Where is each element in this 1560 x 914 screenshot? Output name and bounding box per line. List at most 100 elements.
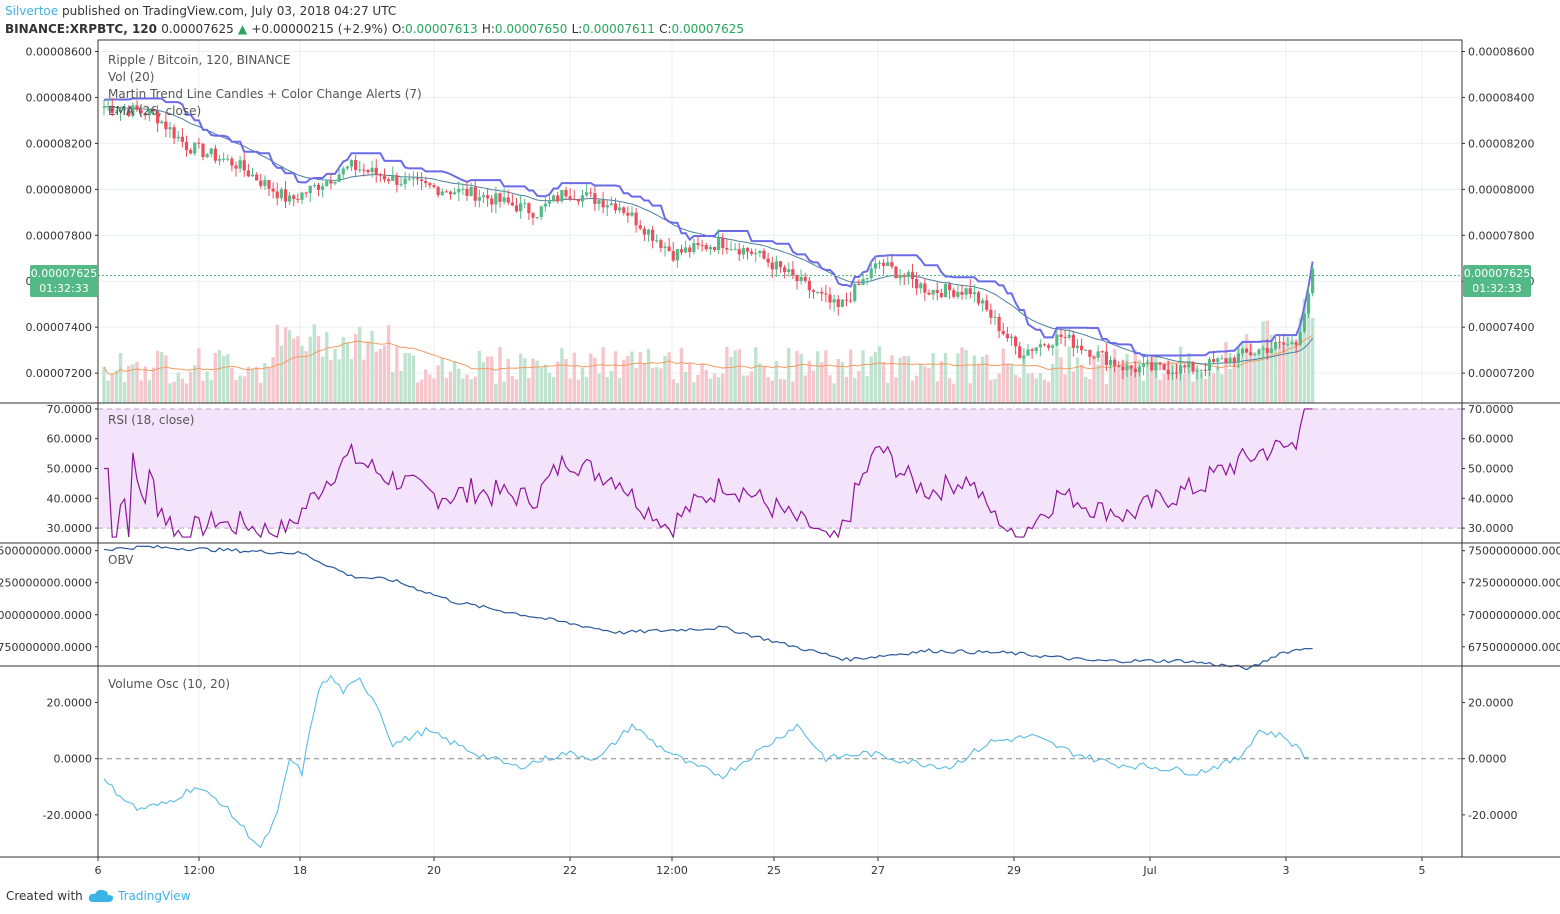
volume-bar bbox=[221, 355, 226, 403]
volume-bar bbox=[213, 352, 218, 403]
volume-bar bbox=[535, 360, 539, 403]
y-tick-right: 7250000000.0000 bbox=[1468, 577, 1560, 590]
volume-bar bbox=[164, 355, 168, 403]
y-tick-right: 0.00007800 bbox=[1468, 229, 1534, 242]
x-tick-label: 12:00 bbox=[656, 864, 688, 877]
volume-bar bbox=[1112, 348, 1117, 403]
candle-body bbox=[799, 276, 803, 282]
candle-body bbox=[770, 262, 774, 270]
volume-bar bbox=[1302, 298, 1307, 403]
candle-body bbox=[1009, 336, 1014, 339]
candle-body bbox=[816, 291, 820, 293]
candle-body bbox=[370, 167, 374, 173]
volume-bar bbox=[1290, 340, 1294, 403]
rsi-band-lines bbox=[98, 408, 1462, 529]
volume-bar bbox=[989, 379, 993, 403]
volume-bar bbox=[539, 367, 543, 403]
candle-body bbox=[1278, 342, 1282, 344]
candle-body bbox=[679, 249, 684, 253]
volume-bar bbox=[646, 348, 651, 403]
volume-bar bbox=[337, 359, 341, 403]
volume-bar bbox=[1092, 354, 1096, 403]
candle-body bbox=[634, 212, 638, 226]
candle-body bbox=[205, 154, 209, 158]
trend-line bbox=[103, 97, 1314, 358]
volume-bar bbox=[457, 368, 461, 403]
candle-body bbox=[288, 195, 292, 202]
candle-body bbox=[684, 247, 688, 253]
x-tick-label: 20 bbox=[427, 864, 441, 877]
volume-bar bbox=[1063, 374, 1067, 403]
volume-bar bbox=[737, 349, 741, 403]
volume-bar bbox=[688, 363, 692, 403]
last-price-tag-right: 0.00007625 01:32:33 bbox=[1463, 265, 1531, 297]
candle-body bbox=[279, 189, 283, 199]
candle-body bbox=[514, 205, 519, 212]
volume-bar bbox=[609, 370, 614, 403]
candle-body bbox=[857, 283, 861, 286]
candle-body bbox=[964, 288, 968, 295]
candle-body bbox=[250, 174, 255, 177]
author-link[interactable]: Silvertoe bbox=[5, 4, 59, 18]
volume-bar bbox=[1162, 373, 1166, 403]
candle-body bbox=[1290, 342, 1294, 345]
candle-body bbox=[102, 106, 106, 108]
volume-bar bbox=[964, 349, 968, 403]
candle-body bbox=[1191, 362, 1195, 372]
candle-body bbox=[230, 158, 234, 166]
volume-bar bbox=[135, 361, 139, 403]
chart-canvas[interactable]: 0.00008600 0.00008600 0.00008400 0.00008400… bbox=[0, 0, 1560, 884]
volume-bar bbox=[704, 369, 708, 403]
volume-bar bbox=[547, 372, 552, 403]
candle-body bbox=[1075, 345, 1080, 348]
volume-bar bbox=[725, 346, 729, 403]
volume-bar bbox=[1046, 381, 1051, 403]
candle-body bbox=[1273, 342, 1278, 349]
published-text: published on TradingView.com, July 03, 2… bbox=[61, 4, 397, 18]
volume-bar bbox=[1026, 373, 1030, 403]
candle-body bbox=[1088, 349, 1092, 357]
volume-bar bbox=[972, 355, 977, 403]
candle-body bbox=[877, 262, 882, 264]
candle-body bbox=[1001, 331, 1005, 334]
candle-body bbox=[275, 191, 279, 199]
x-tick-label: 3 bbox=[1283, 864, 1290, 877]
candle-body bbox=[956, 291, 960, 297]
volume-bar bbox=[976, 364, 981, 403]
volume-bar bbox=[1166, 360, 1170, 403]
tradingview-brand-link[interactable]: TradingView bbox=[118, 889, 191, 903]
candle-body bbox=[910, 272, 915, 280]
candle-body bbox=[651, 229, 655, 241]
last-price-tag-left: 0.00007625 01:32:33 bbox=[30, 265, 98, 297]
volume-bar bbox=[1220, 374, 1224, 403]
volume-bar bbox=[267, 367, 271, 403]
y-tick-left: 0.00008200 bbox=[26, 137, 92, 150]
volume-bar bbox=[1207, 371, 1212, 403]
candle-body bbox=[791, 269, 795, 276]
volume-osc-pane-title: Volume Osc (10, 20) bbox=[108, 677, 230, 691]
candle-body bbox=[523, 203, 527, 205]
candle-body bbox=[1018, 346, 1022, 359]
volume-bar bbox=[188, 371, 193, 403]
y-tick-left: 70.0000 bbox=[47, 403, 93, 416]
candle-body bbox=[1100, 351, 1104, 353]
pane-frames bbox=[0, 39, 1560, 858]
candle-body bbox=[589, 192, 593, 194]
candle-body bbox=[131, 105, 135, 116]
candle-body bbox=[1183, 365, 1187, 368]
volume-bar bbox=[242, 376, 246, 403]
last-price: 0.00007625 bbox=[161, 22, 234, 36]
volume-bar bbox=[853, 378, 857, 403]
candle-body bbox=[1265, 348, 1269, 354]
candle-body bbox=[1162, 364, 1166, 370]
y-tick-left: 0.00007400 bbox=[26, 321, 92, 334]
volume-bar bbox=[1137, 359, 1142, 403]
candle-body bbox=[1051, 345, 1055, 348]
volume-bar bbox=[1306, 304, 1311, 403]
candle-body bbox=[337, 174, 341, 182]
x-tick-label: 25 bbox=[767, 864, 781, 877]
candle-body bbox=[894, 266, 898, 279]
volume-bar bbox=[881, 361, 886, 403]
volume-bar bbox=[1141, 380, 1146, 403]
volume-bar bbox=[692, 382, 696, 403]
